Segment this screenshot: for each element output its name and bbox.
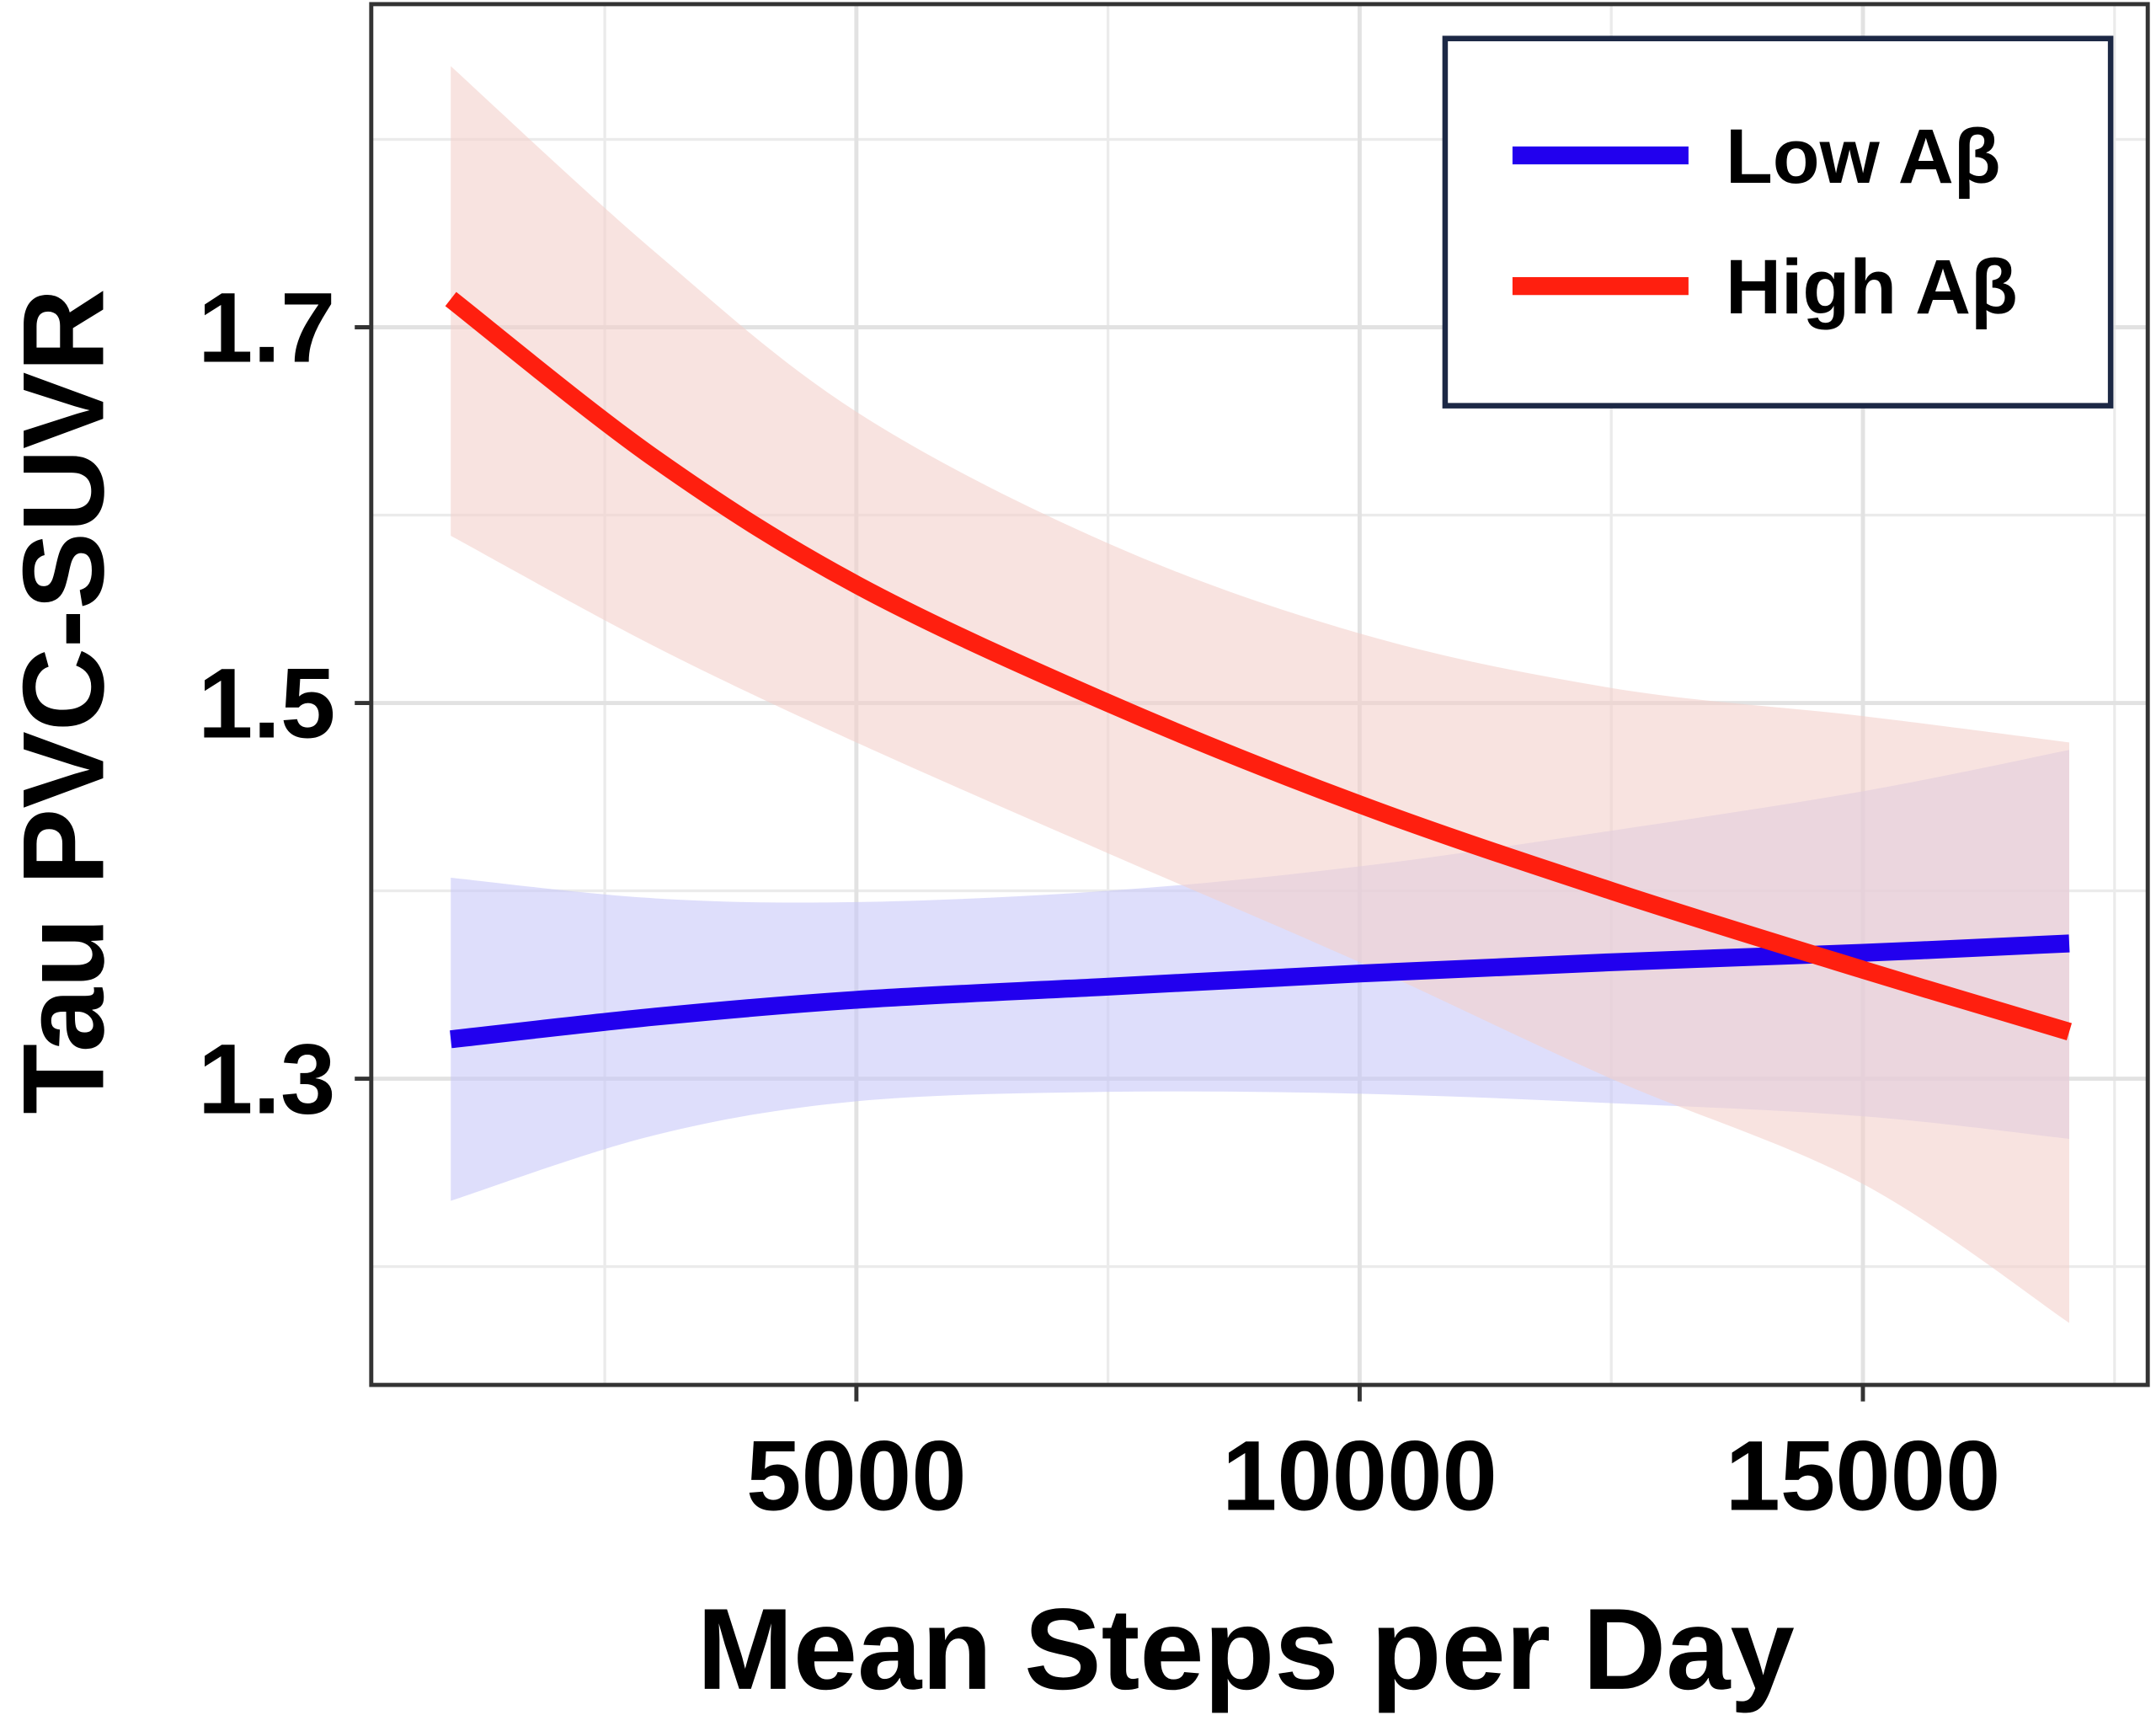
x-tick-label: 15000 <box>1726 1421 2001 1531</box>
x-axis-label: Mean Steps per Day <box>697 1585 1795 1714</box>
legend-label-low: Low Aβ <box>1726 114 2001 200</box>
x-tick-label: 5000 <box>746 1421 966 1531</box>
y-tick-label: 1.5 <box>198 648 335 758</box>
series-lines <box>445 291 2073 1049</box>
series-line-high <box>445 291 2073 1040</box>
x-tick-label: 10000 <box>1222 1421 1497 1531</box>
ci-band-high <box>451 66 2069 1323</box>
legend-label-high: High Aβ <box>1726 244 2018 330</box>
y-tick-label: 1.7 <box>198 272 335 382</box>
axis-ticks: 5000 10000 15000 1.3 1.5 1.7 <box>198 272 2000 1531</box>
y-axis-label: Tau PVC-SUVR <box>0 289 128 1114</box>
legend: Low Aβ High Aβ <box>1442 35 2114 409</box>
y-tick-label: 1.3 <box>198 1023 335 1134</box>
legend-box <box>1442 35 2114 409</box>
plot-border <box>369 2 2150 1387</box>
